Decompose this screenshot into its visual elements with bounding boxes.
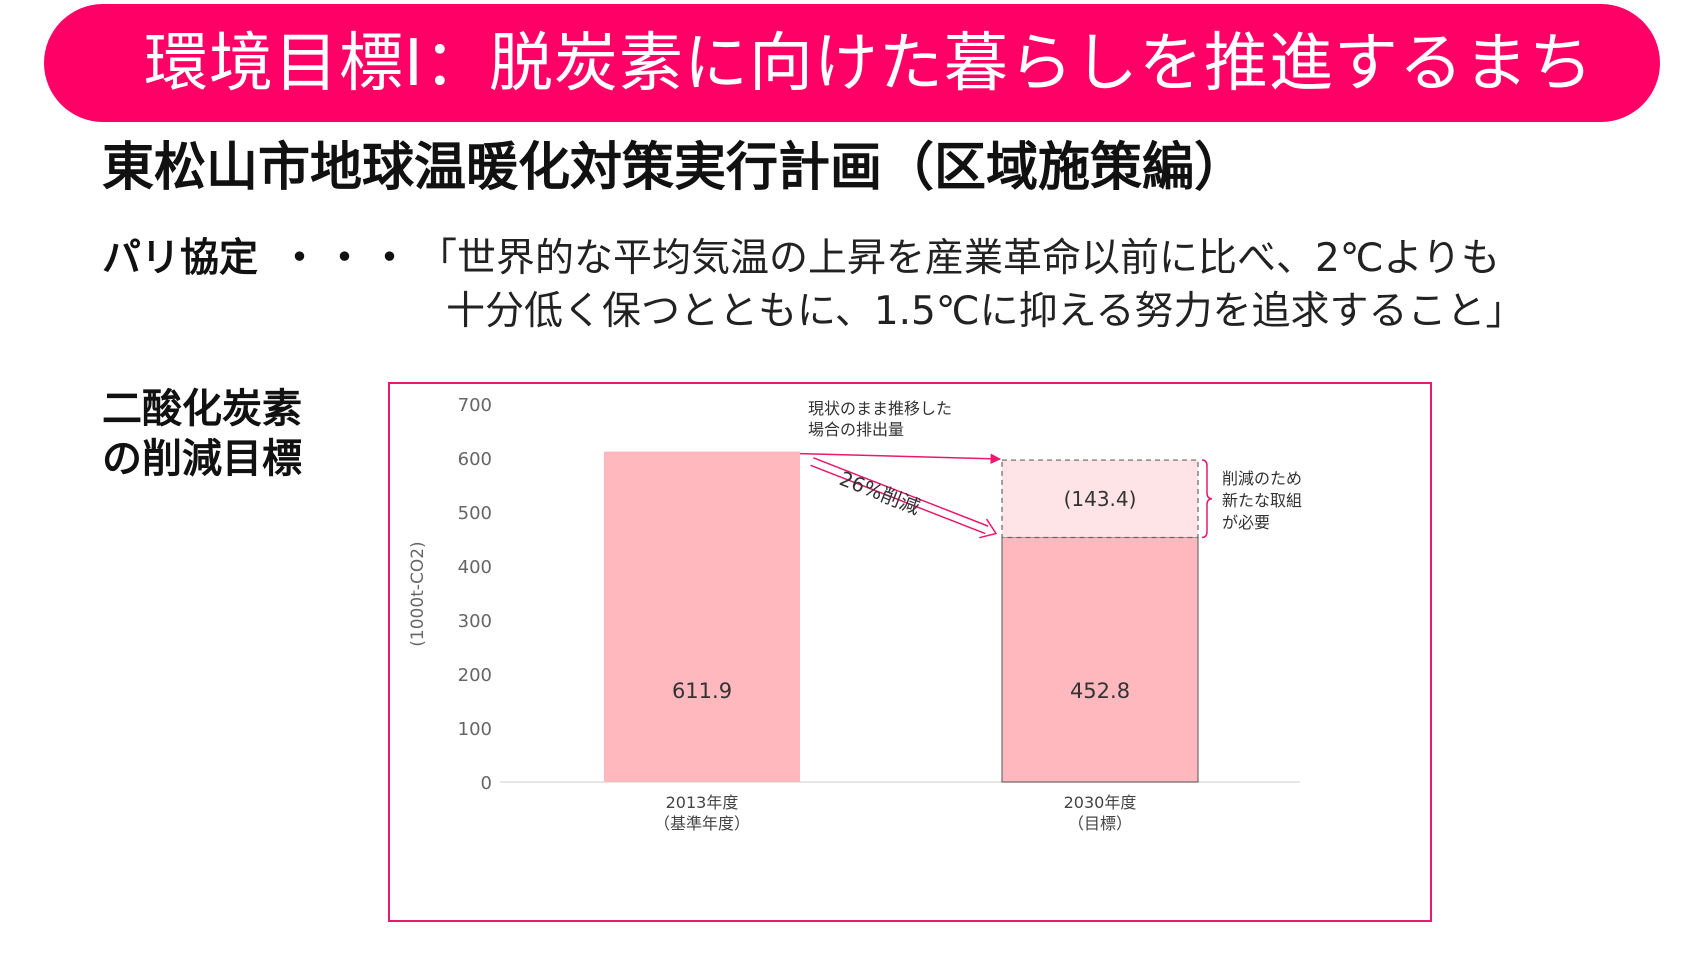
reduction-label: 26%削減 — [836, 466, 923, 519]
y-tick-label: 300 — [458, 611, 492, 632]
data-label-143-4: (143.4) — [1064, 487, 1137, 511]
bar-2030 — [1001, 536, 1199, 783]
x-tick-label: 2030年度 — [1064, 793, 1137, 812]
needed-annotation-line3: が必要 — [1222, 513, 1270, 532]
paris-agreement-dots: ・・・ — [280, 236, 416, 281]
paris-agreement-label: パリ協定 — [102, 236, 259, 281]
needed-annotation-line1: 削減のため — [1222, 469, 1302, 488]
paris-agreement-quote-line2: 十分低く保つとともに、1.5℃に抑える努力を追求すること」 — [446, 289, 1525, 334]
needed-bracket — [1201, 459, 1213, 539]
co2-target-label: 二酸化炭素 の削減目標 — [102, 384, 302, 484]
x-tick-sublabel: （基準年度） — [654, 814, 750, 833]
bau-trend-arrow — [799, 452, 1002, 465]
paris-agreement-quote-line1: 「世界的な平均気温の上昇を産業革命以前に比べ、2℃よりも — [418, 236, 1500, 281]
needed-annotation-line2: 新たな取組 — [1222, 491, 1302, 510]
y-tick-label: 100 — [458, 719, 492, 740]
data-label-611-9: 611.9 — [672, 679, 732, 703]
reduction-arrow — [810, 457, 998, 539]
x-tick-sublabel: （目標） — [1068, 814, 1132, 833]
chart-frame: 0 100 200 300 400 500 600 700 (1000t-CO2) 611.9… — [388, 382, 1432, 922]
y-tick-label: 500 — [458, 503, 492, 524]
goal-banner-title: 環境目標Ⅰ：脱炭素に向けた暮らしを推進するまち — [144, 27, 1594, 101]
co2-reduction-chart: 0 100 200 300 400 500 600 700 (1000t-CO2) 611.9… — [408, 395, 1302, 833]
y-tick-label: 600 — [458, 449, 492, 470]
bau-annotation-line1: 現状のまま推移した — [808, 399, 952, 418]
y-axis-label: (1000t-CO2) — [408, 541, 428, 646]
bar-2013 — [604, 451, 800, 782]
y-tick-label: 200 — [458, 665, 492, 686]
co2-target-label-line2: の削減目標 — [102, 436, 302, 482]
data-label-452-8: 452.8 — [1070, 679, 1130, 703]
y-tick-label: 0 — [481, 773, 492, 794]
x-tick-label: 2013年度 — [666, 793, 739, 812]
goal-banner: 環境目標Ⅰ：脱炭素に向けた暮らしを推進するまち — [44, 4, 1660, 122]
y-tick-label: 400 — [458, 557, 492, 578]
co2-target-label-line1: 二酸化炭素 — [102, 386, 302, 432]
plan-title: 東松山市地球温暖化対策実行計画（区域施策編） — [102, 138, 1247, 198]
bau-annotation-line2: 場合の排出量 — [808, 420, 904, 439]
y-tick-label: 700 — [458, 395, 492, 416]
bar-2030-additional-reduction — [1001, 459, 1199, 539]
